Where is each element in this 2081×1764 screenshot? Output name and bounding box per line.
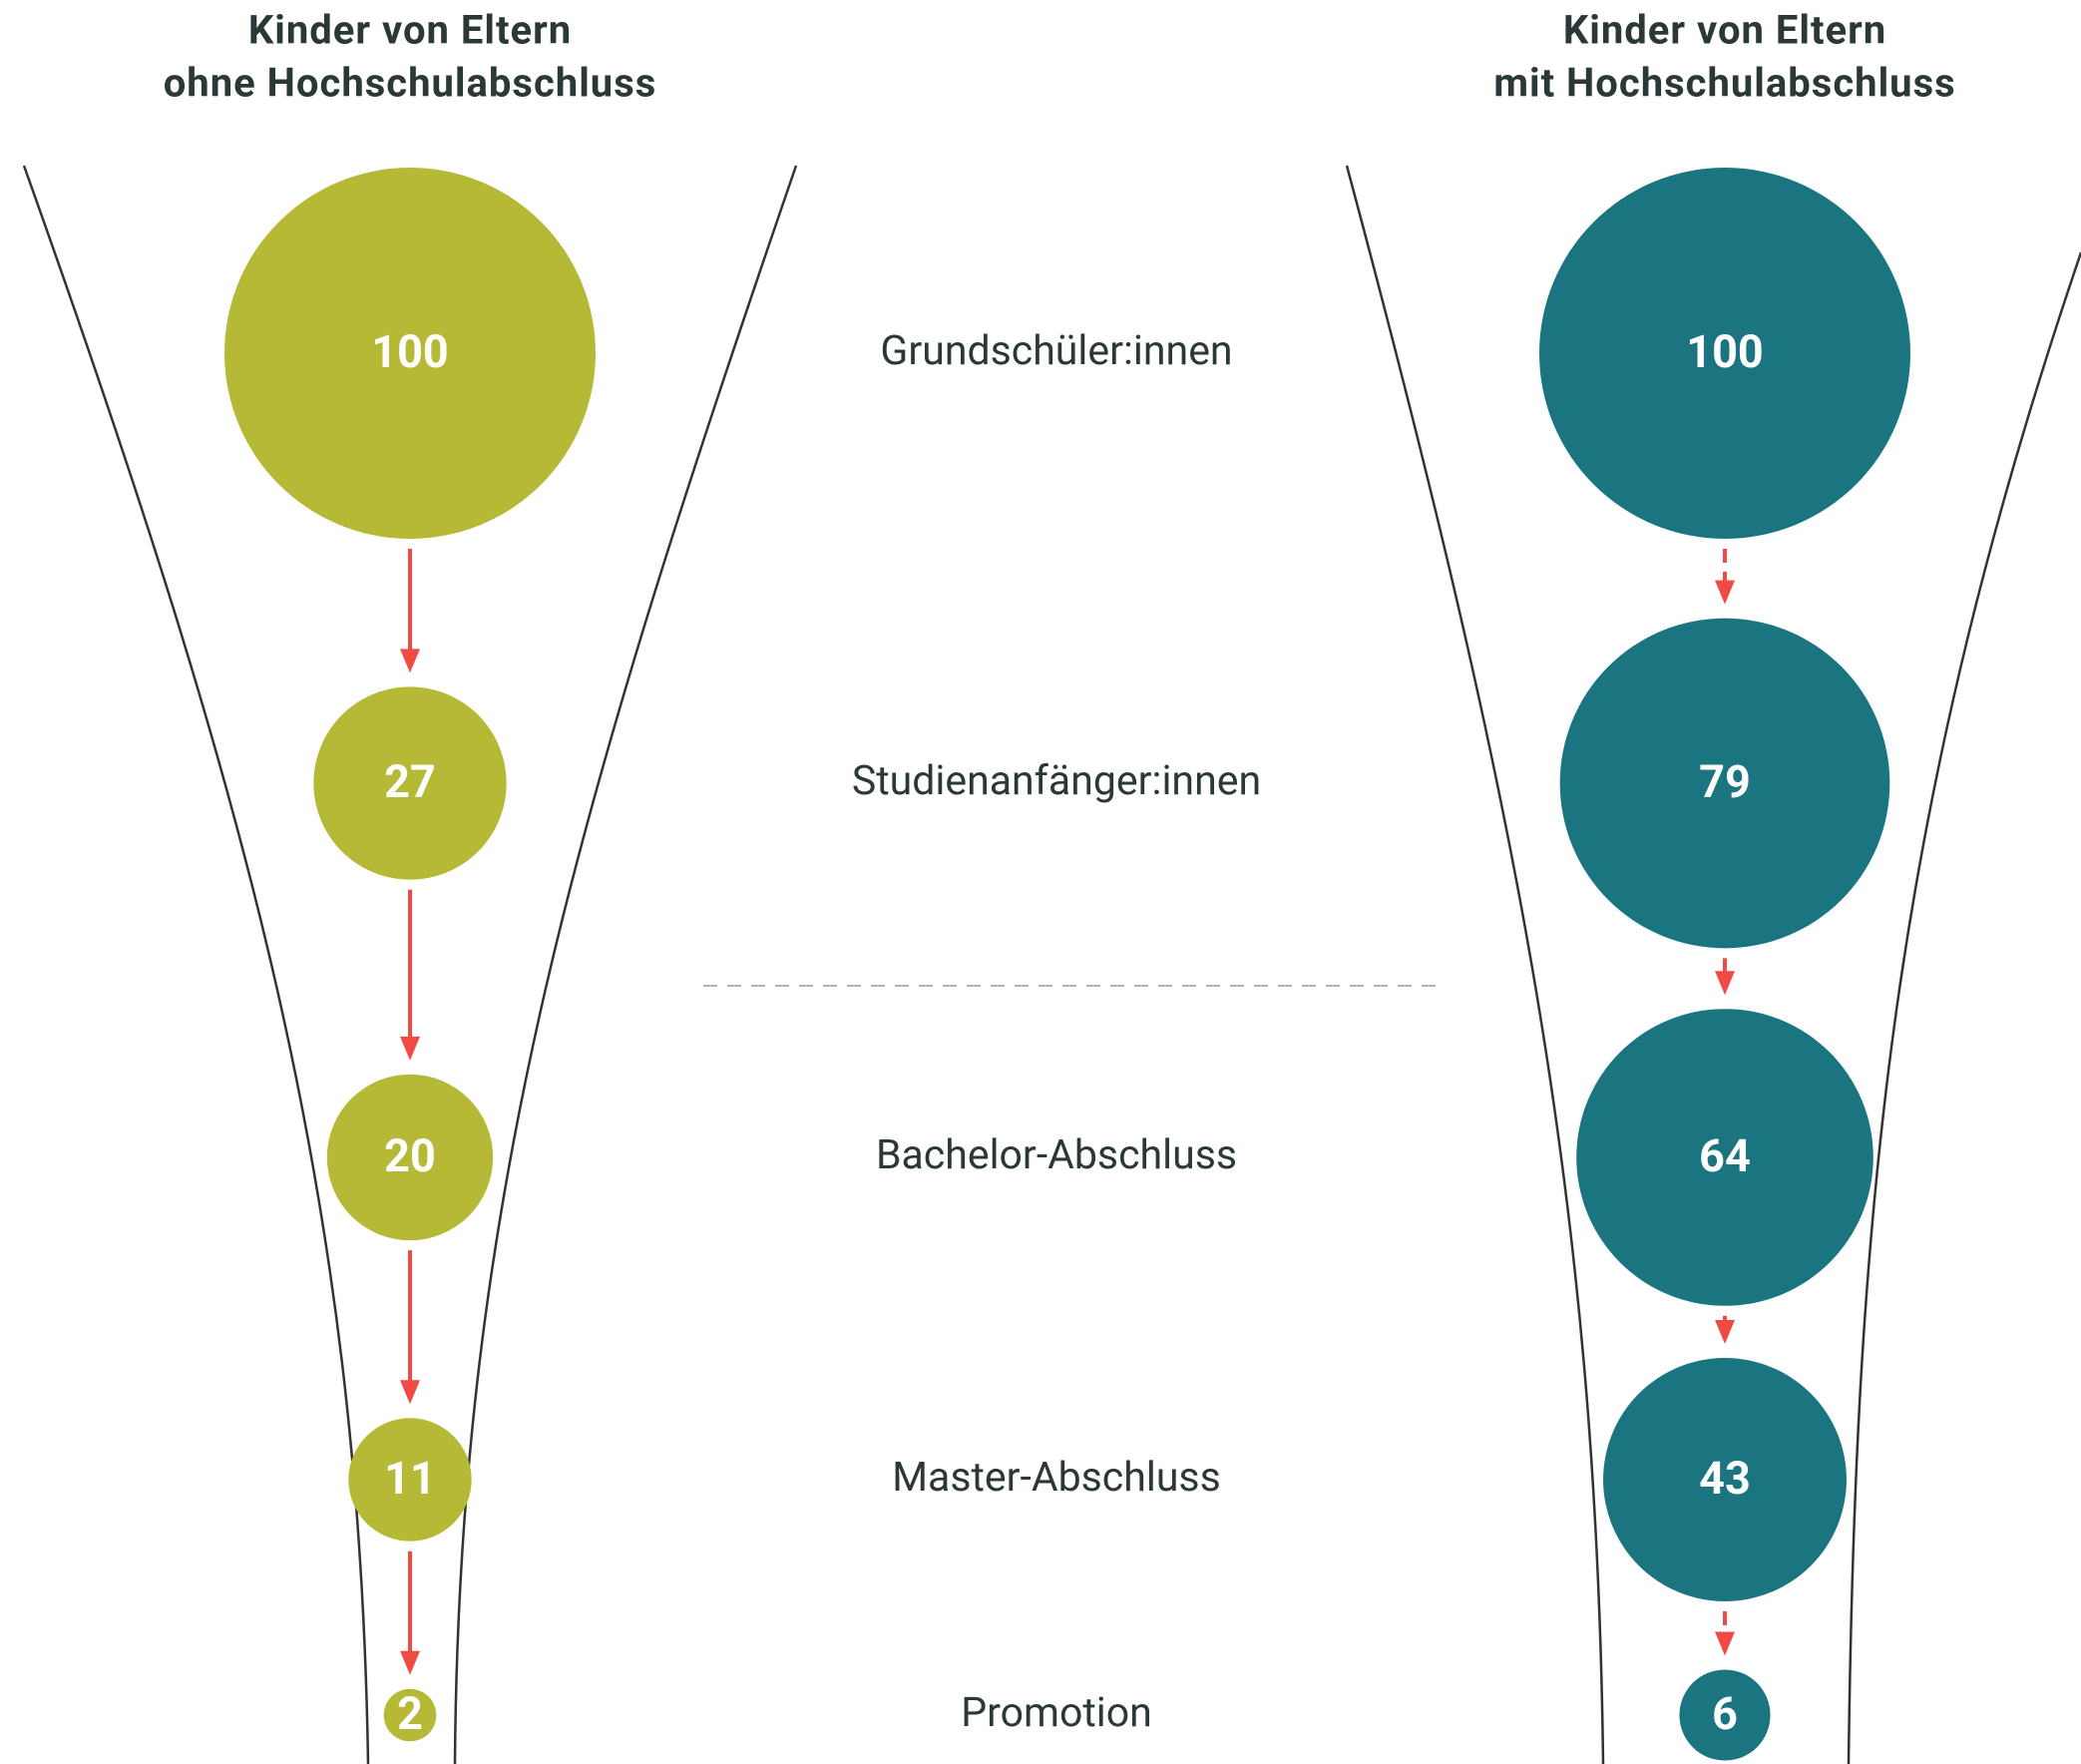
bubble bbox=[1603, 1358, 1847, 1601]
bubble bbox=[1539, 168, 1910, 539]
bubble bbox=[313, 686, 507, 880]
arrow-head bbox=[1715, 971, 1735, 996]
bubble-label: 11 bbox=[384, 1452, 436, 1505]
bubble bbox=[1559, 618, 1890, 949]
bubble-label: 27 bbox=[384, 755, 436, 808]
stage-label: Bachelor-Abschluss bbox=[876, 1131, 1237, 1179]
bubble bbox=[326, 1074, 494, 1241]
bubble-label: 2 bbox=[397, 1687, 423, 1740]
bubble bbox=[348, 1418, 472, 1542]
arrow-head bbox=[1715, 1320, 1735, 1345]
bubble bbox=[1679, 1669, 1771, 1761]
bubble bbox=[224, 168, 596, 539]
bubble-label: 6 bbox=[1712, 1687, 1738, 1740]
stage-label: Grundschüler:innen bbox=[880, 327, 1232, 375]
arrow-head bbox=[1715, 580, 1735, 605]
stage-label: Master-Abschluss bbox=[892, 1454, 1221, 1502]
bubble bbox=[1576, 1009, 1873, 1306]
stage-label: Promotion bbox=[961, 1689, 1152, 1737]
bubble-label: 43 bbox=[1699, 1452, 1751, 1505]
funnel-edge bbox=[22, 165, 370, 1764]
bubble-label: 20 bbox=[384, 1129, 436, 1182]
arrow-head bbox=[1715, 1631, 1735, 1656]
bubble bbox=[383, 1688, 437, 1742]
funnel-edge bbox=[1847, 251, 2081, 1764]
funnel-edge bbox=[453, 165, 798, 1764]
arrow-head bbox=[400, 1036, 420, 1061]
group-title: Kinder von Eltern bbox=[1563, 7, 1886, 54]
bubble-label: 100 bbox=[371, 325, 448, 378]
group-title: Kinder von Eltern bbox=[248, 7, 572, 54]
arrow-head bbox=[400, 1380, 420, 1405]
group-title: mit Hochschulabschluss bbox=[1493, 60, 1955, 107]
bubble-label: 64 bbox=[1699, 1129, 1751, 1182]
arrow-head bbox=[400, 649, 420, 673]
group-title: ohne Hochschulabschluss bbox=[164, 60, 657, 107]
arrow-head bbox=[400, 1650, 420, 1675]
stage-label: Studienanfänger:innen bbox=[852, 757, 1261, 805]
bubble-label: 100 bbox=[1686, 325, 1763, 378]
bubble-label: 79 bbox=[1699, 755, 1751, 808]
funnel-edge bbox=[1345, 165, 1605, 1764]
